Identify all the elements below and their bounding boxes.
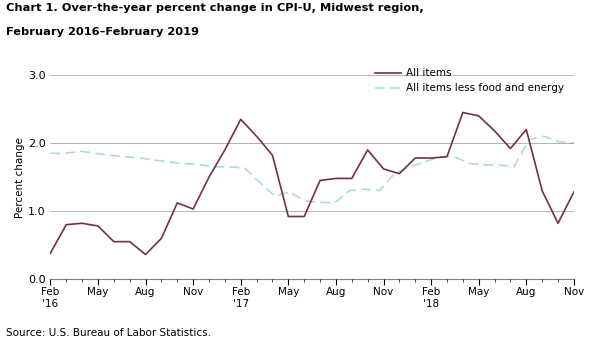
All items [364,148,371,152]
All items [570,190,577,194]
All items less food and energy [465,161,473,165]
Line: All items: All items [50,113,574,254]
All items [63,223,70,227]
Y-axis label: Percent change: Percent change [15,137,25,218]
All items less food and energy [256,180,264,184]
All items less food and energy [346,189,353,193]
All items less food and energy [480,163,488,167]
All items less food and energy [77,149,84,153]
All items [285,214,292,219]
All items [142,252,149,256]
All items [253,134,260,138]
All items [126,240,134,244]
Text: Chart 1. Over-the-year percent change in CPI-U, Midwest region,: Chart 1. Over-the-year percent change in… [6,3,423,13]
All items less food and energy [391,172,398,176]
All items [380,167,387,171]
All items less food and energy [211,165,219,169]
All items less food and energy [92,151,99,155]
All items [237,117,244,121]
All items [443,154,450,159]
All items less food and energy [167,160,174,164]
All items less food and energy [62,151,69,155]
All items less food and energy [376,189,383,193]
Text: February 2016–February 2019: February 2016–February 2019 [6,27,199,37]
All items [221,148,228,152]
All items less food and energy [241,166,249,170]
All items less food and energy [286,190,294,194]
All items less food and energy [122,154,129,159]
All items [475,114,482,118]
All items [110,240,117,244]
All items [348,176,355,180]
All items less food and energy [435,154,443,159]
All items [428,156,435,160]
All items [78,221,86,225]
Text: Source: U.S. Bureau of Labor Statistics.: Source: U.S. Bureau of Labor Statistics. [6,328,211,338]
All items [459,110,467,115]
All items [332,176,340,180]
All items [523,128,530,132]
All items less food and energy [316,200,323,204]
All items less food and energy [226,165,234,169]
All items [47,251,54,255]
All items less food and energy [420,160,428,164]
All items less food and energy [450,154,458,159]
All items less food and energy [181,161,189,165]
All items [158,236,165,240]
All items less food and energy [301,199,308,203]
All items [491,129,498,133]
All items less food and energy [331,201,338,205]
All items [539,189,546,193]
All items less food and energy [196,163,204,167]
All items [189,207,196,211]
All items less food and energy [271,194,279,198]
Line: All items less food and energy: All items less food and energy [50,136,574,203]
All items less food and energy [570,141,577,145]
All items [95,224,102,228]
All items [205,175,213,179]
All items [507,147,514,151]
All items less food and energy [107,153,114,157]
All items less food and energy [510,165,518,169]
All items [269,153,276,157]
All items less food and energy [137,156,144,160]
All items less food and energy [495,163,503,167]
Legend: All items, All items less food and energy: All items, All items less food and energ… [371,64,568,98]
All items [412,156,419,160]
All items [316,178,323,182]
All items less food and energy [540,134,547,138]
All items less food and energy [525,138,533,142]
All items [174,201,181,205]
All items less food and energy [152,158,159,162]
All items less food and energy [47,151,54,155]
All items less food and energy [361,187,368,191]
All items [396,172,403,176]
All items [555,221,562,225]
All items [301,214,308,219]
All items less food and energy [555,140,562,144]
All items less food and energy [406,165,413,169]
